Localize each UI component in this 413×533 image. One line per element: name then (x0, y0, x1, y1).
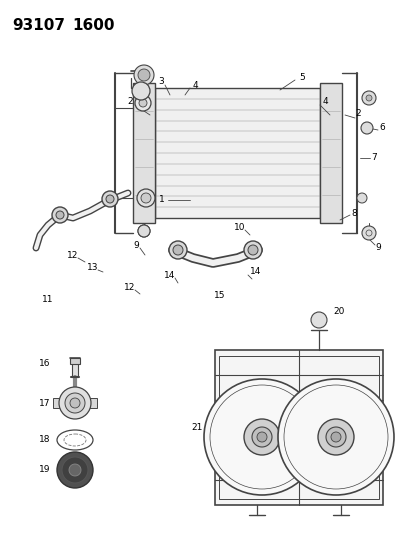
Polygon shape (282, 427, 323, 443)
Bar (70, 358, 80, 364)
Bar (283, 425, 313, 449)
Text: 4: 4 (321, 98, 327, 107)
Circle shape (173, 245, 183, 255)
Circle shape (139, 99, 147, 107)
Circle shape (106, 195, 114, 203)
Circle shape (325, 427, 345, 447)
Polygon shape (258, 387, 282, 423)
Text: 16: 16 (38, 359, 50, 367)
Text: 10: 10 (234, 222, 245, 231)
Bar (53, 398, 61, 408)
Bar (72, 363, 78, 377)
Text: 1: 1 (159, 196, 164, 205)
Circle shape (135, 95, 151, 111)
Text: 3: 3 (158, 77, 164, 86)
Text: 1600: 1600 (72, 18, 114, 33)
Circle shape (138, 225, 150, 237)
Polygon shape (275, 437, 306, 469)
Text: 2: 2 (354, 109, 360, 117)
Circle shape (69, 464, 81, 476)
Text: 13: 13 (87, 263, 99, 272)
Circle shape (330, 432, 340, 442)
Polygon shape (344, 415, 387, 426)
Circle shape (310, 312, 326, 328)
Text: 2: 2 (127, 98, 133, 107)
Circle shape (132, 82, 150, 100)
Circle shape (70, 398, 80, 408)
Circle shape (243, 241, 261, 259)
Polygon shape (230, 390, 249, 431)
Text: 18: 18 (38, 435, 50, 445)
Text: 14: 14 (164, 271, 175, 279)
Text: 15: 15 (214, 290, 225, 300)
Circle shape (102, 191, 118, 207)
Polygon shape (294, 450, 332, 476)
Bar (214, 350, 382, 505)
Circle shape (365, 95, 371, 101)
Circle shape (247, 245, 257, 255)
Circle shape (317, 419, 353, 455)
Circle shape (243, 419, 279, 455)
Circle shape (277, 379, 393, 495)
Circle shape (65, 393, 85, 413)
Polygon shape (209, 427, 249, 443)
Text: 12: 12 (124, 282, 135, 292)
Bar (214, 350, 382, 505)
Text: 7: 7 (370, 154, 376, 163)
Polygon shape (337, 448, 346, 491)
Text: 9: 9 (133, 240, 138, 249)
Circle shape (169, 241, 187, 259)
Circle shape (361, 91, 375, 105)
Circle shape (138, 225, 150, 237)
Circle shape (56, 211, 64, 219)
Circle shape (256, 432, 266, 442)
Text: 14: 14 (250, 268, 261, 277)
Text: 4: 4 (192, 80, 197, 90)
Bar (133, 83, 154, 223)
Text: 20: 20 (332, 308, 344, 317)
Text: 12: 12 (67, 251, 78, 260)
Circle shape (138, 69, 150, 81)
Polygon shape (263, 448, 273, 491)
Polygon shape (221, 450, 258, 476)
Circle shape (204, 379, 319, 495)
Polygon shape (304, 390, 323, 431)
Text: 11: 11 (42, 295, 54, 304)
Bar (218, 356, 378, 499)
Circle shape (62, 457, 88, 483)
Text: 6: 6 (378, 124, 384, 133)
Circle shape (134, 65, 154, 85)
Circle shape (361, 226, 375, 240)
Polygon shape (332, 387, 356, 423)
Circle shape (141, 193, 151, 203)
Circle shape (59, 387, 91, 419)
Text: 93107: 93107 (12, 18, 65, 33)
Polygon shape (349, 437, 380, 469)
Circle shape (360, 122, 372, 134)
Polygon shape (270, 415, 313, 426)
Bar (319, 83, 341, 223)
Bar (89, 398, 97, 408)
Text: 21: 21 (191, 423, 202, 432)
Text: 9: 9 (374, 244, 380, 253)
Circle shape (356, 193, 366, 203)
Text: 8: 8 (350, 208, 356, 217)
Circle shape (137, 189, 154, 207)
Bar (154, 88, 319, 218)
Circle shape (252, 427, 271, 447)
Text: 5: 5 (299, 72, 304, 82)
Circle shape (57, 452, 93, 488)
Circle shape (52, 207, 68, 223)
Text: 19: 19 (38, 465, 50, 474)
Text: 17: 17 (38, 399, 50, 408)
